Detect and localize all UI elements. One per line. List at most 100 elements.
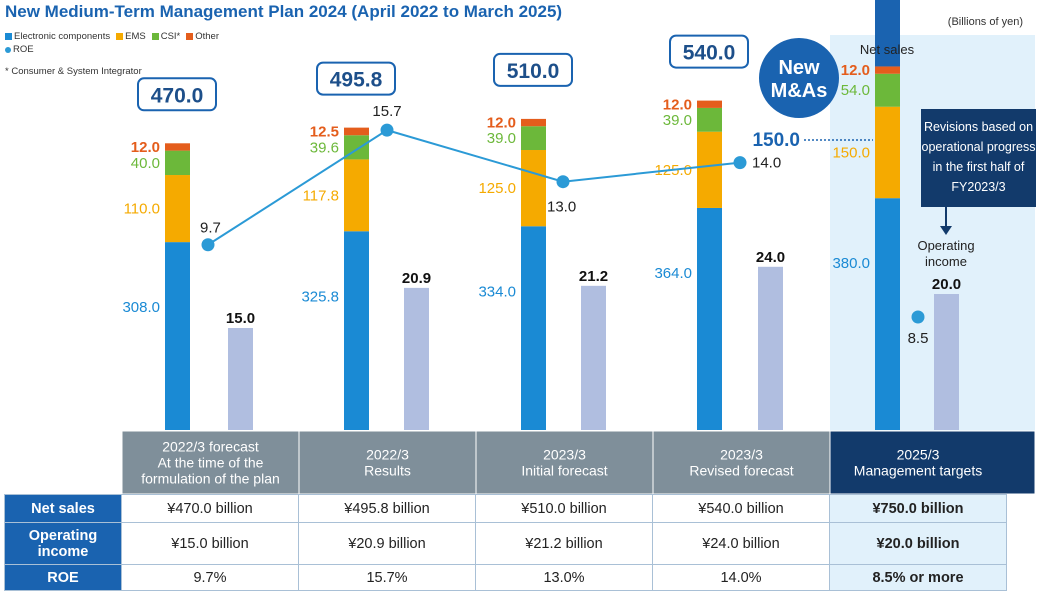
roe-point bbox=[733, 156, 747, 170]
category-label: Results bbox=[364, 463, 411, 479]
data-label-csi: 39.0 bbox=[663, 112, 692, 129]
data-label-electronic: 308.0 bbox=[122, 299, 160, 316]
bar-new_ma bbox=[875, 0, 900, 67]
data-label-other: 12.0 bbox=[841, 62, 870, 79]
row-header-operating-income: Operating income bbox=[4, 522, 122, 565]
row-header-roe: ROE bbox=[4, 564, 122, 591]
chart-title: New Medium-Term Management Plan 2024 (Ap… bbox=[5, 2, 563, 21]
operating-income-label: 15.0 bbox=[226, 310, 255, 327]
summary-table: Net sales ¥470.0 billion ¥495.8 billion … bbox=[4, 494, 1007, 591]
bar-csi bbox=[165, 150, 190, 176]
new-ma-badge bbox=[759, 38, 839, 118]
net-sales-total-box bbox=[669, 34, 749, 69]
data-label-new-ma: 150.0 bbox=[752, 130, 800, 151]
roe-label: 9.7 bbox=[200, 220, 221, 237]
category-header bbox=[298, 430, 477, 495]
bar-other bbox=[165, 143, 190, 151]
unit-label: (Billions of yen) bbox=[947, 16, 1023, 28]
table-cell: 9.7% bbox=[121, 564, 299, 591]
net-sales-total-box bbox=[493, 52, 573, 87]
legend-item-other: Other bbox=[186, 31, 219, 42]
net-sales-total-label: 470.0 bbox=[151, 84, 204, 107]
table-cell: 13.0% bbox=[475, 564, 653, 591]
net-sales-total-box bbox=[137, 77, 217, 112]
table-row: ROE 9.7% 15.7% 13.0% 14.0% 8.5% or more bbox=[4, 564, 1007, 591]
data-label-csi: 39.6 bbox=[310, 139, 339, 156]
net-sales-caption: Net sales bbox=[860, 42, 915, 57]
table-row: Operating income ¥15.0 billion ¥20.9 bill… bbox=[4, 522, 1007, 565]
data-label-other: 12.5 bbox=[310, 123, 339, 140]
table-cell: ¥510.0 billion bbox=[475, 494, 653, 523]
bar-csi bbox=[521, 126, 546, 151]
footnote: * Consumer & System Integrator bbox=[5, 66, 142, 77]
revision-note-line: FY2023/3 bbox=[951, 180, 1006, 194]
category-label: Initial forecast bbox=[521, 463, 607, 479]
target-column-background bbox=[830, 35, 1035, 431]
data-label-ems: 150.0 bbox=[832, 144, 870, 161]
bar-other bbox=[521, 118, 546, 127]
roe-point bbox=[201, 238, 215, 252]
data-label-ems: 125.0 bbox=[478, 180, 516, 197]
table-cell: 15.7% bbox=[298, 564, 476, 591]
category-label: 2022/3 bbox=[366, 447, 409, 463]
revision-note: Revisions based on operational progress … bbox=[921, 109, 1036, 207]
roe-label: 8.5 bbox=[908, 330, 929, 347]
roe-point bbox=[911, 310, 925, 324]
table-cell: ¥21.2 billion bbox=[475, 522, 653, 565]
data-label-electronic: 325.8 bbox=[301, 288, 339, 305]
bar-ems bbox=[521, 150, 546, 227]
row-header-net-sales: Net sales bbox=[4, 494, 122, 523]
bar-operating-income bbox=[934, 294, 959, 430]
category-label: formulation of the plan bbox=[141, 471, 280, 487]
bar-electronic bbox=[521, 226, 546, 430]
category-label: 2025/3 bbox=[897, 447, 940, 463]
table-cell: ¥495.8 billion bbox=[298, 494, 476, 523]
bar-operating-income bbox=[228, 328, 253, 430]
data-label-other: 12.0 bbox=[663, 96, 692, 113]
data-label-csi: 40.0 bbox=[131, 155, 160, 172]
table-cell-target: ¥750.0 billion bbox=[829, 494, 1007, 523]
net-sales-total-label: 510.0 bbox=[507, 60, 560, 83]
bar-ems bbox=[875, 106, 900, 199]
operating-income-label: 24.0 bbox=[756, 249, 785, 266]
data-label-other: 12.0 bbox=[487, 115, 516, 132]
data-label-ems: 110.0 bbox=[124, 201, 160, 218]
table-cell-target: 8.5% or more bbox=[829, 564, 1007, 591]
bar-other bbox=[344, 127, 369, 136]
data-label-csi: 54.0 bbox=[841, 82, 870, 99]
roe-point bbox=[380, 123, 394, 137]
data-label-csi: 39.0 bbox=[487, 130, 516, 147]
category-label: Revised forecast bbox=[689, 463, 793, 479]
operating-income-label: 21.2 bbox=[579, 268, 608, 285]
data-label-electronic: 380.0 bbox=[832, 255, 870, 272]
roe-label: 13.0 bbox=[547, 199, 576, 216]
bar-electronic bbox=[697, 207, 722, 430]
bar-operating-income bbox=[404, 287, 429, 430]
category-label: 2022/3 forecast bbox=[162, 439, 259, 455]
bar-electronic bbox=[875, 198, 900, 430]
category-header bbox=[829, 430, 1036, 495]
bar-electronic bbox=[165, 242, 190, 430]
table-cell: ¥20.9 billion bbox=[298, 522, 476, 565]
bar-operating-income bbox=[758, 266, 783, 430]
bar-ems bbox=[165, 175, 190, 243]
data-label-other: 12.0 bbox=[131, 139, 160, 156]
table-cell: ¥24.0 billion bbox=[652, 522, 830, 565]
category-label: 2023/3 bbox=[543, 447, 586, 463]
data-label-electronic: 334.0 bbox=[478, 283, 516, 300]
roe-line bbox=[207, 129, 741, 246]
new-ma-text: M&As bbox=[771, 80, 828, 102]
bar-csi bbox=[697, 107, 722, 132]
category-label: 2023/3 bbox=[720, 447, 763, 463]
net-sales-total-label: 495.8 bbox=[330, 69, 383, 92]
data-label-electronic: 364.0 bbox=[654, 265, 692, 282]
bar-operating-income bbox=[581, 285, 606, 430]
legend-item-csi: CSI* bbox=[151, 31, 180, 42]
category-header bbox=[121, 430, 300, 495]
table-row: Net sales ¥470.0 billion ¥495.8 billion … bbox=[4, 494, 1007, 523]
bar-other bbox=[875, 66, 900, 74]
table-cell-target: ¥20.0 billion bbox=[829, 522, 1007, 565]
legend: Electronic components EMS CSI* Other ROE bbox=[5, 30, 225, 56]
table-cell: ¥540.0 billion bbox=[652, 494, 830, 523]
